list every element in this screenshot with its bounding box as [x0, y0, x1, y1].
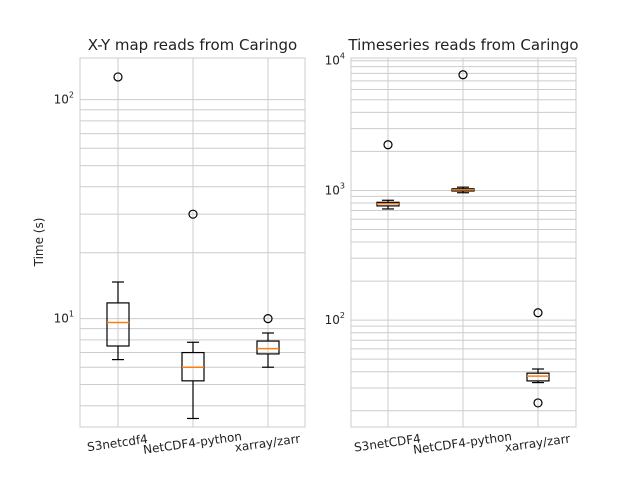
box-plot-s3netcdf4	[376, 140, 400, 210]
grid-lines	[80, 58, 305, 427]
box-plot-s3netcdf4	[106, 72, 130, 361]
box-plot-netcdf4-python	[451, 70, 475, 194]
y-tick-labels: 101 102	[54, 91, 74, 326]
x-tick-label: NetCDF4-python	[142, 429, 243, 457]
chart-panel-xy-map: X-Y map reads from Caringo Time (s) 1011…	[32, 36, 306, 457]
plot-frame	[79, 57, 306, 428]
outlier-point	[533, 308, 543, 318]
iqr-box	[526, 372, 550, 382]
panel-title: X-Y map reads from Caringo	[88, 36, 297, 54]
x-tick-label: xarray/zarr	[234, 432, 301, 455]
y-tick-label: 102	[54, 91, 74, 107]
y-tick-label: 101	[54, 310, 74, 326]
outlier-point	[533, 398, 543, 408]
iqr-box	[106, 302, 130, 347]
panel-title: Timeseries reads from Caringo	[347, 36, 578, 54]
y-tick-labels: 102 103 104	[325, 52, 345, 327]
box-plot-xarray-zarr	[256, 314, 280, 368]
grid-lines	[351, 58, 576, 427]
box-series	[376, 70, 550, 408]
y-tick-label: 103	[325, 181, 345, 197]
y-axis-label: Time (s)	[32, 218, 46, 268]
box-plot-xarray-zarr	[526, 308, 550, 408]
y-tick-label: 104	[325, 52, 345, 68]
chart-panel-timeseries: Timeseries reads from Caringo 102103104 …	[325, 36, 579, 457]
outlier-point	[263, 314, 273, 324]
box-plot-netcdf4-python	[181, 209, 205, 420]
outlier-point	[383, 140, 393, 150]
x-tick-label: xarray/zarr	[504, 432, 571, 455]
iqr-box	[256, 340, 280, 355]
x-tick-label: S3netcdf4	[86, 432, 148, 454]
outlier-point	[113, 72, 123, 82]
outlier-point	[188, 209, 198, 219]
box-series	[106, 72, 280, 420]
outlier-point	[458, 70, 468, 80]
x-tick-label: NetCDF4-python	[412, 429, 513, 457]
y-tick-label: 102	[325, 311, 345, 327]
plot-frame	[350, 57, 577, 428]
